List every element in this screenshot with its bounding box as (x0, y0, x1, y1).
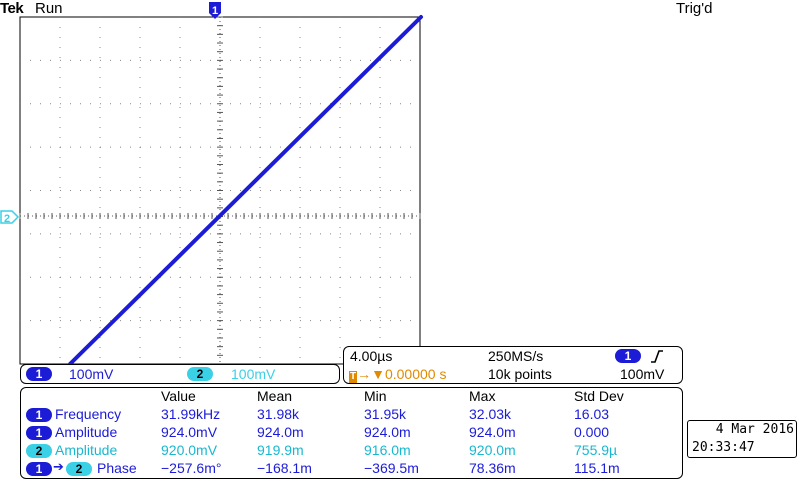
datetime-panel: 4 Mar 2016 20:33:47 (687, 420, 797, 458)
header-value: Value (161, 388, 196, 404)
time-label: 20:33:47 (692, 440, 755, 455)
channel2-scale[interactable]: 100mV (231, 366, 276, 382)
channel2-badge[interactable]: 2 (187, 367, 213, 381)
measurement-min: −369.5m (364, 460, 419, 476)
source-badge: 1 (26, 408, 52, 422)
measurement-min: 916.0m (364, 442, 411, 458)
arrow-right-icon: → (357, 366, 372, 382)
timebase-panel: 4.00µs 250MS/s 1 T→▼0.00000 s 10k points… (343, 346, 683, 384)
channel-scale-bar: 1 100mV 2 100mV (20, 364, 340, 384)
measurement-value: 31.99kHz (161, 406, 221, 422)
record-length: 10k points (488, 366, 552, 382)
measurement-max: 78.36m (469, 460, 516, 476)
trigger-offset: 0.00000 s (384, 366, 447, 382)
graticule (19, 16, 421, 365)
trigger-level[interactable]: 100mV (620, 366, 665, 382)
header-min: Min (364, 388, 387, 404)
date-label: 4 Mar 2016 (715, 422, 794, 437)
measurement-std: 115.1m (574, 460, 620, 476)
xy-trace (68, 15, 423, 366)
measurement-label: Frequency (55, 406, 122, 422)
source-badge: 1 (26, 426, 52, 440)
acquisition-status: Run (35, 0, 63, 17)
measurement-label: Phase (97, 460, 137, 476)
trigger-offset-row[interactable]: T→▼0.00000 s (349, 366, 446, 383)
channel1-badge[interactable]: 1 (26, 367, 52, 381)
brand-logo: Tek (0, 0, 24, 17)
source-badge: 1 (26, 462, 52, 476)
measurement-std: 16.03 (574, 406, 610, 422)
measurement-max: 32.03k (469, 406, 512, 422)
arrow-right-icon: ➔ (53, 459, 64, 474)
measurement-label: Amplitude (55, 442, 118, 458)
trigger-status: Trig'd (676, 0, 713, 17)
measurement-std: 755.9µ (574, 442, 618, 458)
measurement-table: Value Mean Min Max Std Dev 1 Frequency 3… (20, 387, 683, 479)
measurement-mean: 919.9m (257, 442, 304, 458)
channel2-level-label: 2 (4, 213, 10, 225)
measurement-label: Amplitude (55, 424, 118, 440)
header-std-dev: Std Dev (574, 388, 624, 404)
channel1-scale[interactable]: 100mV (69, 366, 114, 382)
measurement-max: 924.0m (469, 424, 516, 440)
trigger-t-icon: T (349, 371, 358, 383)
trigger-source-badge[interactable]: 1 (615, 349, 641, 363)
sample-rate: 250MS/s (488, 348, 544, 364)
measurement-value: 924.0mV (161, 424, 218, 440)
channel2-level-marker[interactable]: 2 (0, 210, 20, 225)
measurement-max: 920.0m (469, 442, 516, 458)
header-mean: Mean (257, 388, 293, 404)
source-badge: 2 (26, 444, 52, 458)
measurement-mean: −168.1m (257, 460, 312, 476)
rising-edge-icon (651, 350, 663, 363)
measurement-std: 0.000 (574, 424, 610, 440)
source2-badge: 2 (66, 462, 92, 476)
triangle-down-icon: ▼ (371, 366, 385, 382)
measurement-mean: 31.98k (257, 406, 300, 422)
trigger-position-marker[interactable]: 1 (209, 2, 221, 19)
measurement-value: −257.6m° (161, 460, 222, 476)
time-per-div[interactable]: 4.00µs (350, 348, 393, 364)
measurement-min: 31.95k (364, 406, 407, 422)
measurement-min: 924.0m (364, 424, 411, 440)
header-max: Max (469, 388, 496, 404)
measurement-value: 920.0mV (161, 442, 218, 458)
measurement-mean: 924.0m (257, 424, 304, 440)
trigger-position-label: 1 (212, 5, 218, 17)
